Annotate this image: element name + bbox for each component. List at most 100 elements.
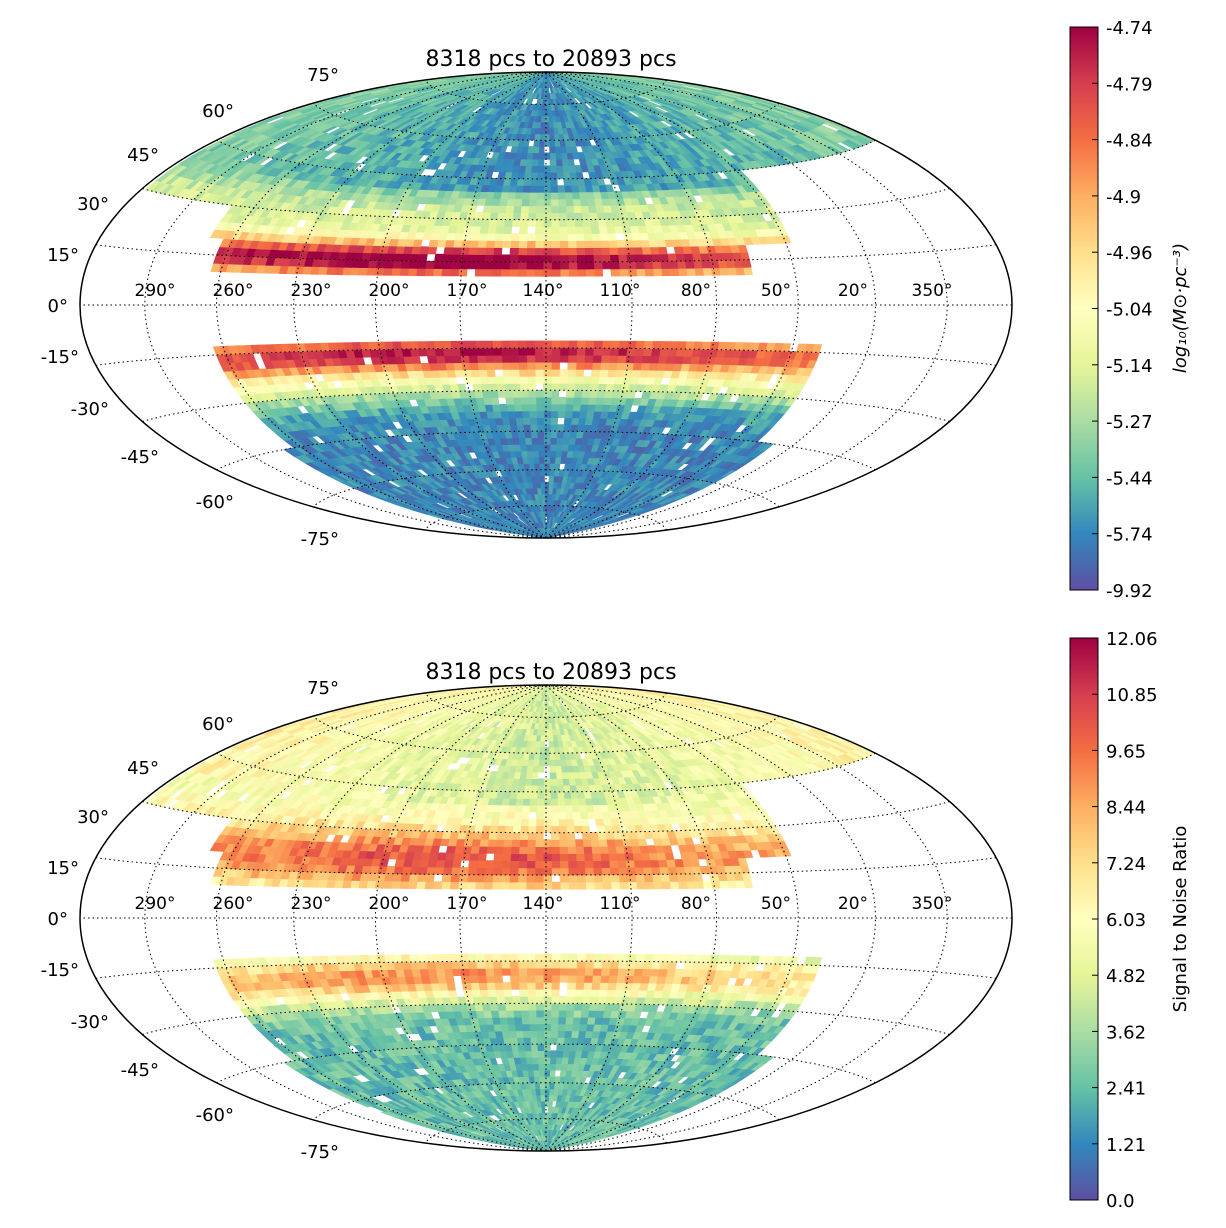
- map-cell: [584, 347, 594, 356]
- map-cell: [606, 232, 617, 241]
- map-cell: [487, 376, 497, 385]
- density-cells: [144, 72, 876, 538]
- map-cell: [649, 355, 660, 364]
- map-cell: [459, 246, 470, 255]
- map-cell: [492, 261, 502, 270]
- map-cell: [434, 348, 445, 357]
- map-cell: [539, 133, 545, 141]
- map-cell: [567, 247, 577, 256]
- map-cell: [484, 354, 495, 363]
- map-cell: [572, 396, 582, 405]
- map-cell: [433, 260, 444, 270]
- map-cell: [494, 376, 505, 384]
- map-cell: [383, 341, 394, 350]
- map-cell: [476, 355, 487, 363]
- map-cell: [489, 212, 499, 220]
- map-cell: [542, 361, 552, 370]
- map-cell: [554, 152, 562, 160]
- map-cell: [576, 424, 585, 432]
- map-cell: [513, 403, 523, 412]
- map-cell: [584, 261, 595, 270]
- map-cell: [558, 226, 568, 235]
- map-cell: [435, 355, 446, 364]
- map-cell: [580, 212, 591, 220]
- map-cell: [514, 410, 523, 419]
- map-cell: [542, 261, 552, 270]
- map-cell: [537, 152, 545, 160]
- map-cell: [527, 396, 537, 405]
- map-cell: [539, 475, 545, 483]
- map-cell: [601, 347, 611, 356]
- map-cell: [609, 347, 620, 356]
- map-cell: [535, 205, 544, 214]
- map-cell: [502, 376, 513, 384]
- map-cell: [543, 430, 551, 439]
- map-cell: [409, 348, 420, 357]
- map-cell: [530, 430, 538, 439]
- map-cell: [614, 369, 625, 378]
- map-cell: [529, 178, 538, 186]
- map-cell: [492, 247, 503, 256]
- map-cell: [577, 184, 587, 193]
- map-cell: [557, 191, 566, 200]
- map-cell: [557, 410, 566, 419]
- map-cell: [463, 376, 474, 385]
- map-cell: [366, 267, 377, 276]
- map-cell: [590, 376, 600, 384]
- map-cell: [443, 355, 454, 364]
- map-cell: [512, 396, 522, 405]
- map-cell: [624, 355, 635, 364]
- map-cell: [469, 362, 479, 371]
- map-cell: [537, 158, 545, 166]
- map-cell: [700, 341, 712, 350]
- map-cell: [542, 226, 552, 234]
- map-cell: [468, 355, 478, 363]
- map-cell: [472, 383, 483, 392]
- map-cell: [452, 239, 463, 248]
- map-cell: [521, 410, 530, 419]
- map-cell: [548, 121, 554, 129]
- map-cell: [471, 376, 481, 385]
- map-cell: [551, 361, 561, 370]
- map-cell: [575, 369, 585, 377]
- map-cell: [579, 198, 589, 206]
- map-cell: [390, 267, 401, 276]
- map-cell: [543, 456, 551, 464]
- map-cell: [597, 218, 607, 227]
- map-cell: [542, 347, 552, 356]
- map-cell: [669, 268, 679, 277]
- map-cell: [415, 268, 426, 277]
- map-cell: [562, 171, 571, 180]
- map-cell: [596, 390, 606, 398]
- map-cell: [543, 382, 552, 391]
- map-cell: [676, 260, 687, 269]
- map-cell: [526, 240, 536, 249]
- map-cell: [542, 240, 552, 249]
- map-cell: [658, 348, 669, 357]
- map-cell: [577, 417, 587, 426]
- map-cell: [507, 410, 516, 419]
- map-cell: [726, 267, 737, 276]
- map-cell: [550, 219, 560, 227]
- map-cell: [520, 198, 530, 207]
- map-cell: [486, 233, 496, 241]
- map-cell: [615, 239, 626, 248]
- map-cell: [522, 178, 531, 186]
- map-cell: [550, 389, 560, 398]
- map-cell: [558, 212, 567, 220]
- map-cell: [584, 354, 594, 363]
- map-cell: [391, 260, 402, 269]
- map-cell: [501, 361, 512, 370]
- map-cell: [530, 437, 539, 445]
- map-cell: [609, 261, 620, 270]
- map-cell: [497, 205, 507, 213]
- map-cell: [549, 456, 556, 464]
- map-cell: [496, 212, 506, 220]
- map-cell: [612, 383, 623, 392]
- map-cell: [572, 403, 581, 412]
- map-cell: [509, 347, 519, 356]
- map-cell: [549, 443, 557, 452]
- map-cell: [635, 268, 646, 277]
- map-cell: [580, 205, 590, 213]
- map-cell: [557, 205, 567, 214]
